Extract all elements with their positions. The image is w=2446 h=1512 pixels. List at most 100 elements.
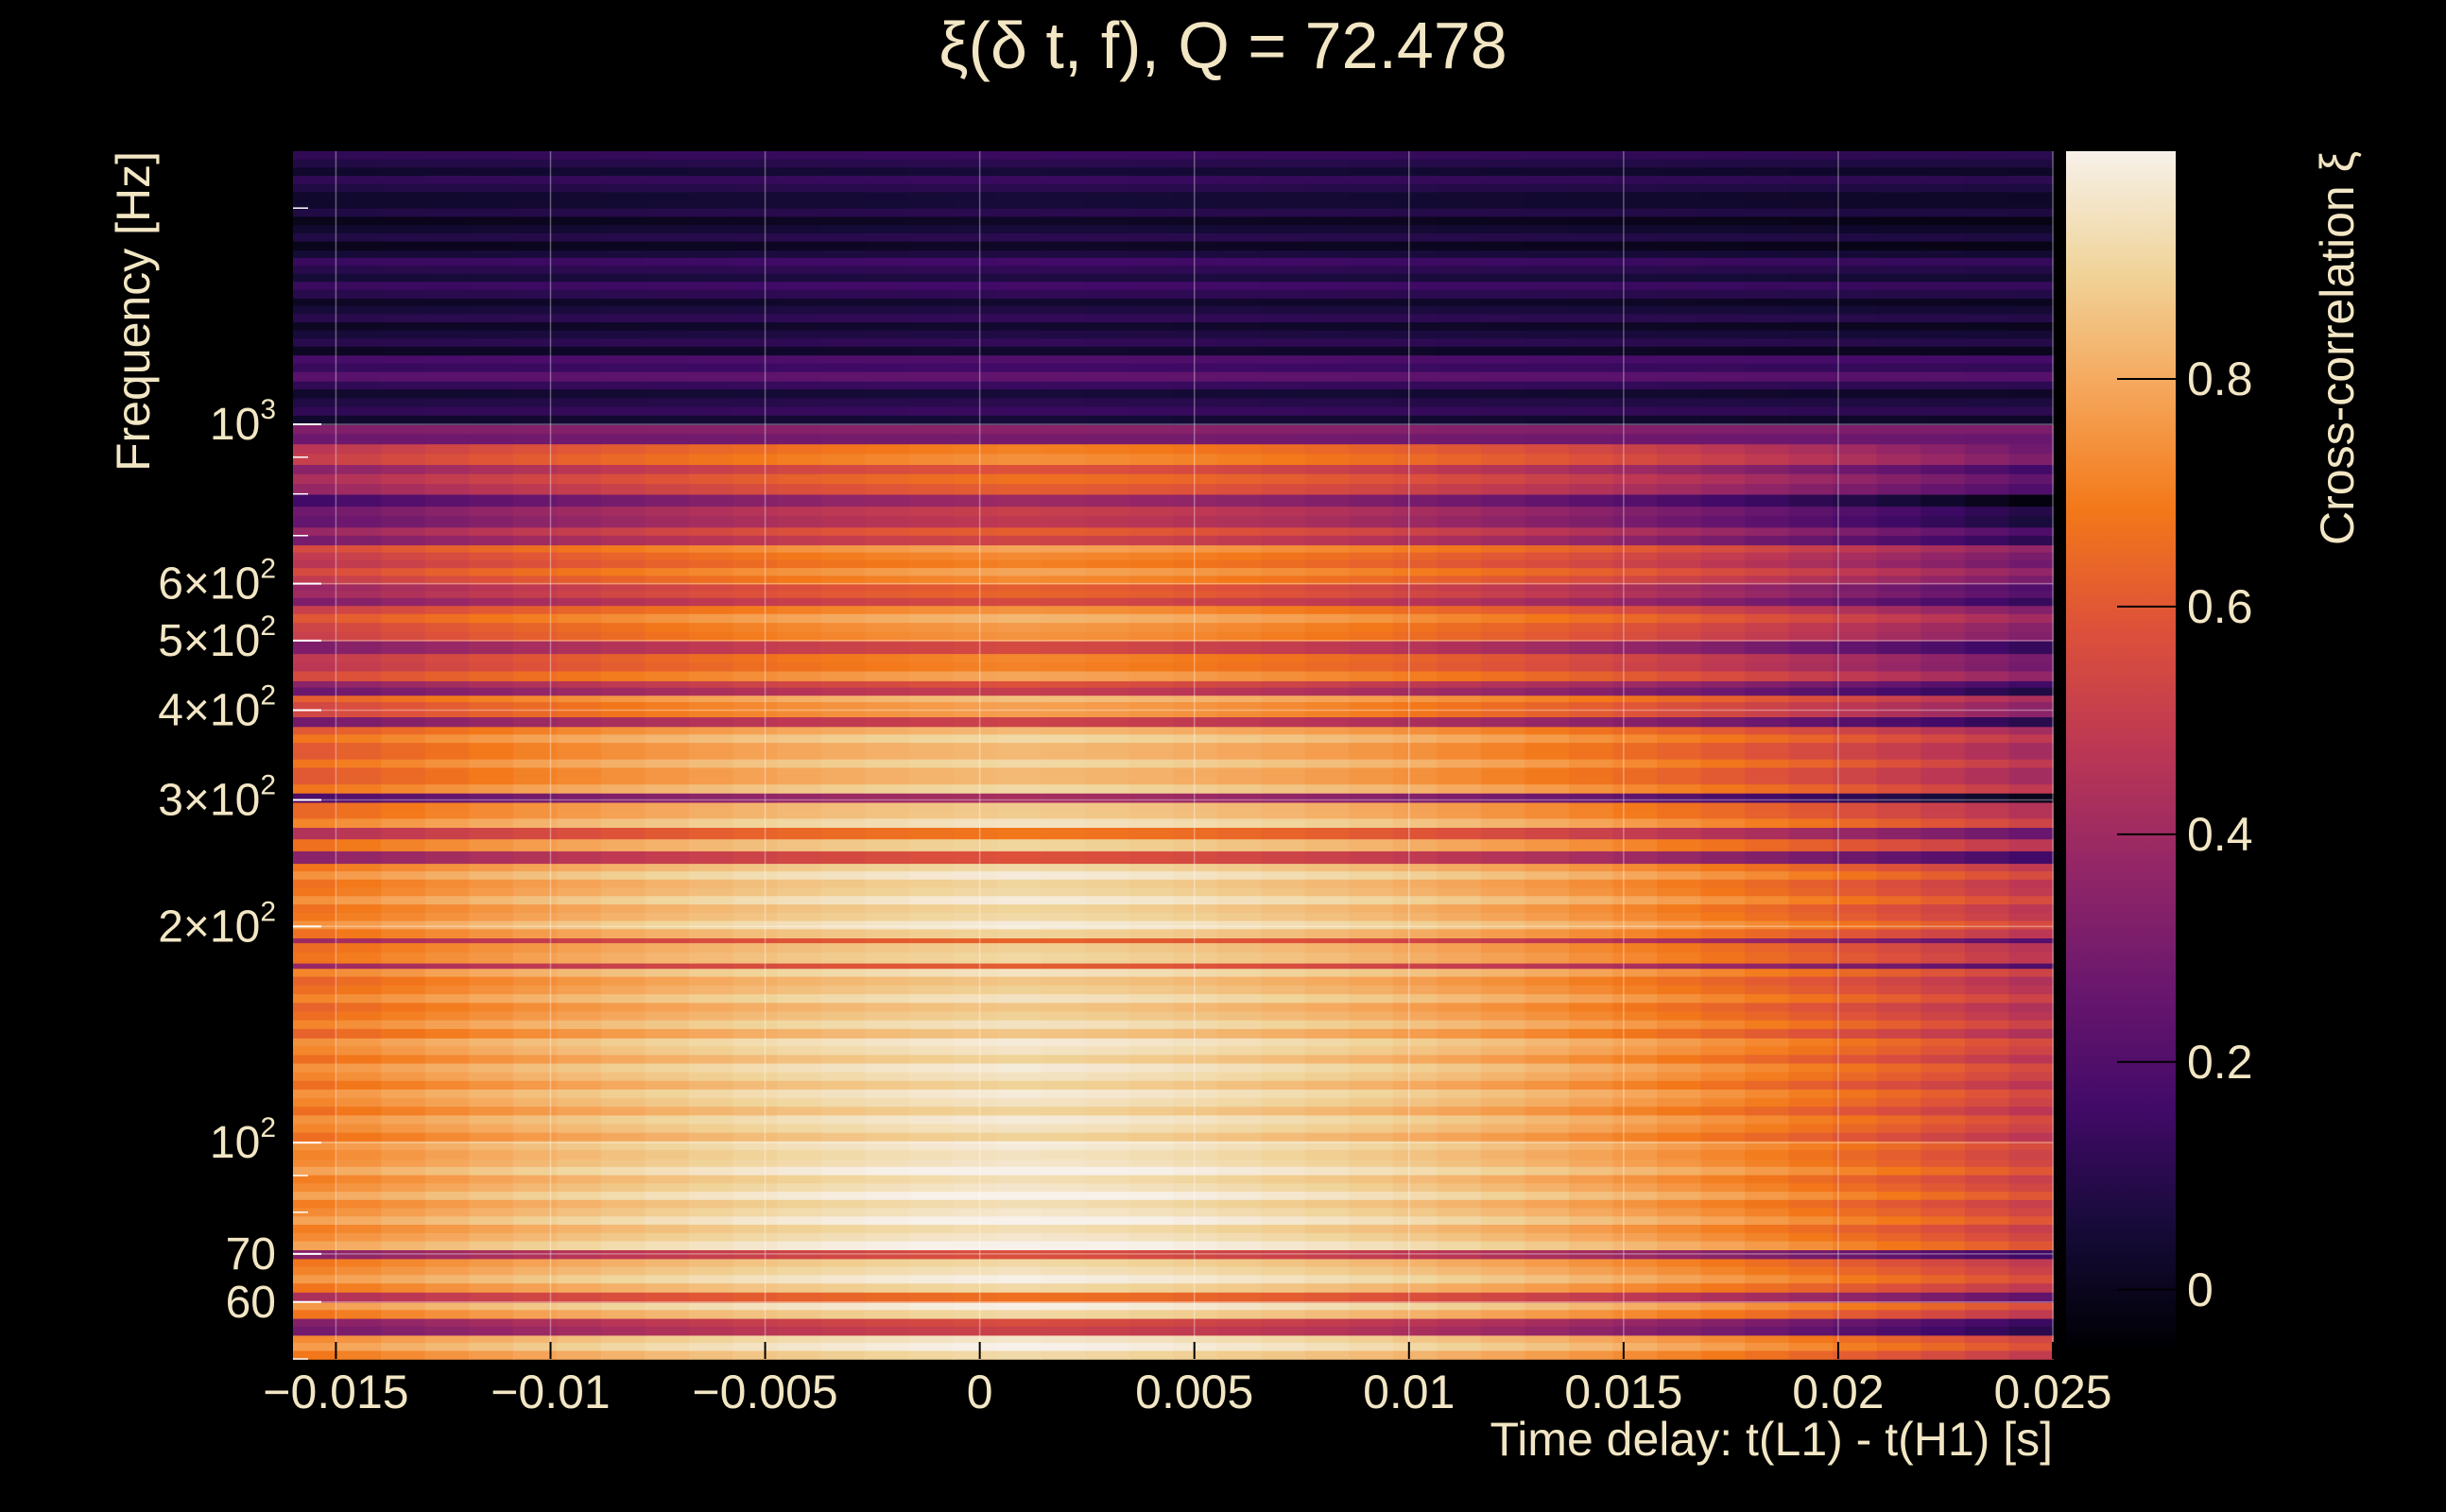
heatmap-cell <box>1700 1292 1746 1303</box>
heatmap-cell <box>1524 1326 1570 1336</box>
heatmap-cell <box>908 424 954 435</box>
heatmap-cell <box>469 896 514 905</box>
heatmap-cell <box>1392 1334 1438 1344</box>
heatmap-cell <box>1833 879 1878 889</box>
heatmap-cell <box>1524 1124 1570 1134</box>
heatmap-cell <box>2008 314 2054 323</box>
heatmap-cell <box>1304 322 1350 332</box>
heatmap-cell <box>953 1208 998 1217</box>
heatmap-cell <box>996 613 1042 624</box>
heatmap-cell <box>1173 576 1218 585</box>
heatmap-cell <box>1612 506 1658 518</box>
heatmap-cell <box>1392 354 1438 365</box>
heatmap-cell <box>1392 1249 1438 1260</box>
heatmap-cell <box>1921 473 1966 485</box>
heatmap-cell <box>424 1232 470 1243</box>
heatmap-cell <box>2008 1150 2054 1160</box>
heatmap-cell <box>865 716 910 728</box>
heatmap-cell <box>1524 734 1570 744</box>
heatmap-cell <box>1349 493 1394 507</box>
heatmap-cell <box>381 1350 426 1360</box>
heatmap-cell <box>1745 801 1790 812</box>
heatmap-cell <box>1612 1216 1658 1226</box>
heatmap-cell <box>820 583 866 593</box>
heatmap-cell <box>1833 1038 1878 1047</box>
heatmap-cell <box>865 371 910 382</box>
heatmap-cell <box>1612 1310 1658 1319</box>
heatmap-cell <box>1304 406 1350 417</box>
heatmap-cell <box>1437 912 1482 922</box>
heatmap-cell <box>777 346 822 356</box>
heatmap-cell <box>732 838 778 851</box>
heatmap-cell <box>1041 406 1086 417</box>
heatmap-cell <box>1216 371 1262 382</box>
heatmap-cell <box>1700 583 1746 593</box>
heatmap-cell <box>645 591 690 599</box>
heatmap-cell <box>1876 371 1922 382</box>
heatmap-cell <box>1216 305 1262 316</box>
heatmap-cell <box>1964 1334 2010 1344</box>
heatmap-cell <box>865 1098 910 1108</box>
heatmap-cell <box>996 827 1042 840</box>
heatmap-cell <box>424 962 470 970</box>
heatmap-cell <box>1657 784 1702 794</box>
heatmap-cell <box>1833 863 1878 872</box>
heatmap-cell <box>1612 249 1658 259</box>
heatmap-cell <box>293 759 338 769</box>
heatmap-cell <box>732 1028 778 1039</box>
heatmap-cell <box>424 1343 470 1352</box>
heatmap-cell <box>293 1107 338 1117</box>
heatmap-cell <box>1612 716 1658 728</box>
heatmap-cell <box>1657 535 1702 546</box>
heatmap-cell <box>1964 695 2010 703</box>
heatmap-cell <box>600 968 646 978</box>
heatmap-cell <box>1700 709 1746 717</box>
heatmap-cell <box>1876 985 1922 995</box>
heatmap-cell <box>424 818 470 828</box>
heatmap-cell <box>2008 535 2054 546</box>
heatmap-cell <box>1612 631 1658 642</box>
heatmap-cell <box>953 1326 998 1336</box>
heatmap-cell <box>865 473 910 485</box>
heatmap-cell <box>1261 1003 1306 1013</box>
heatmap-cell <box>1524 568 1570 577</box>
heatmap-cell <box>820 443 866 455</box>
heatmap-cell <box>1084 759 1130 769</box>
heatmap-cell <box>600 363 646 373</box>
heatmap-cell <box>820 1038 866 1047</box>
heatmap-cell <box>1745 484 1790 495</box>
heatmap-cell <box>996 838 1042 851</box>
heatmap-cell <box>1745 322 1790 332</box>
heatmap-cell <box>1569 464 1614 475</box>
heatmap-cell <box>820 827 866 840</box>
heatmap-cell <box>908 1343 954 1352</box>
heatmap-cell <box>953 1334 998 1344</box>
heatmap-cell <box>1041 1350 1086 1360</box>
heatmap-cell <box>996 493 1042 507</box>
heatmap-cell <box>1964 1275 2010 1284</box>
heatmap-cell <box>777 552 822 561</box>
heatmap-cell <box>1173 640 1218 655</box>
heatmap-cell <box>1349 716 1394 728</box>
heatmap-cell <box>953 671 998 681</box>
heatmap-cell <box>1216 1090 1262 1099</box>
heatmap-cell <box>1833 1301 1878 1312</box>
heatmap-cell <box>1569 1159 1614 1168</box>
heatmap-cell <box>1788 1150 1834 1160</box>
heatmap-cell <box>1833 743 1878 752</box>
heatmap-cell <box>908 1216 954 1226</box>
heatmap-cell <box>820 743 866 752</box>
heatmap-cell <box>1833 767 1878 778</box>
heatmap-cell <box>1128 597 1174 607</box>
heatmap-cell <box>1261 568 1306 577</box>
heatmap-cell <box>1612 1208 1658 1217</box>
heatmap-cell <box>424 976 470 987</box>
heatmap-cell <box>2008 1003 2054 1013</box>
heatmap-cell <box>953 605 998 615</box>
heatmap-cell <box>1788 623 1834 633</box>
heatmap-cell <box>381 671 426 681</box>
heatmap-cell <box>1569 516 1614 528</box>
heatmap-cell <box>1745 929 1790 938</box>
heatmap-cell <box>424 1334 470 1344</box>
heatmap-cell <box>953 640 998 655</box>
